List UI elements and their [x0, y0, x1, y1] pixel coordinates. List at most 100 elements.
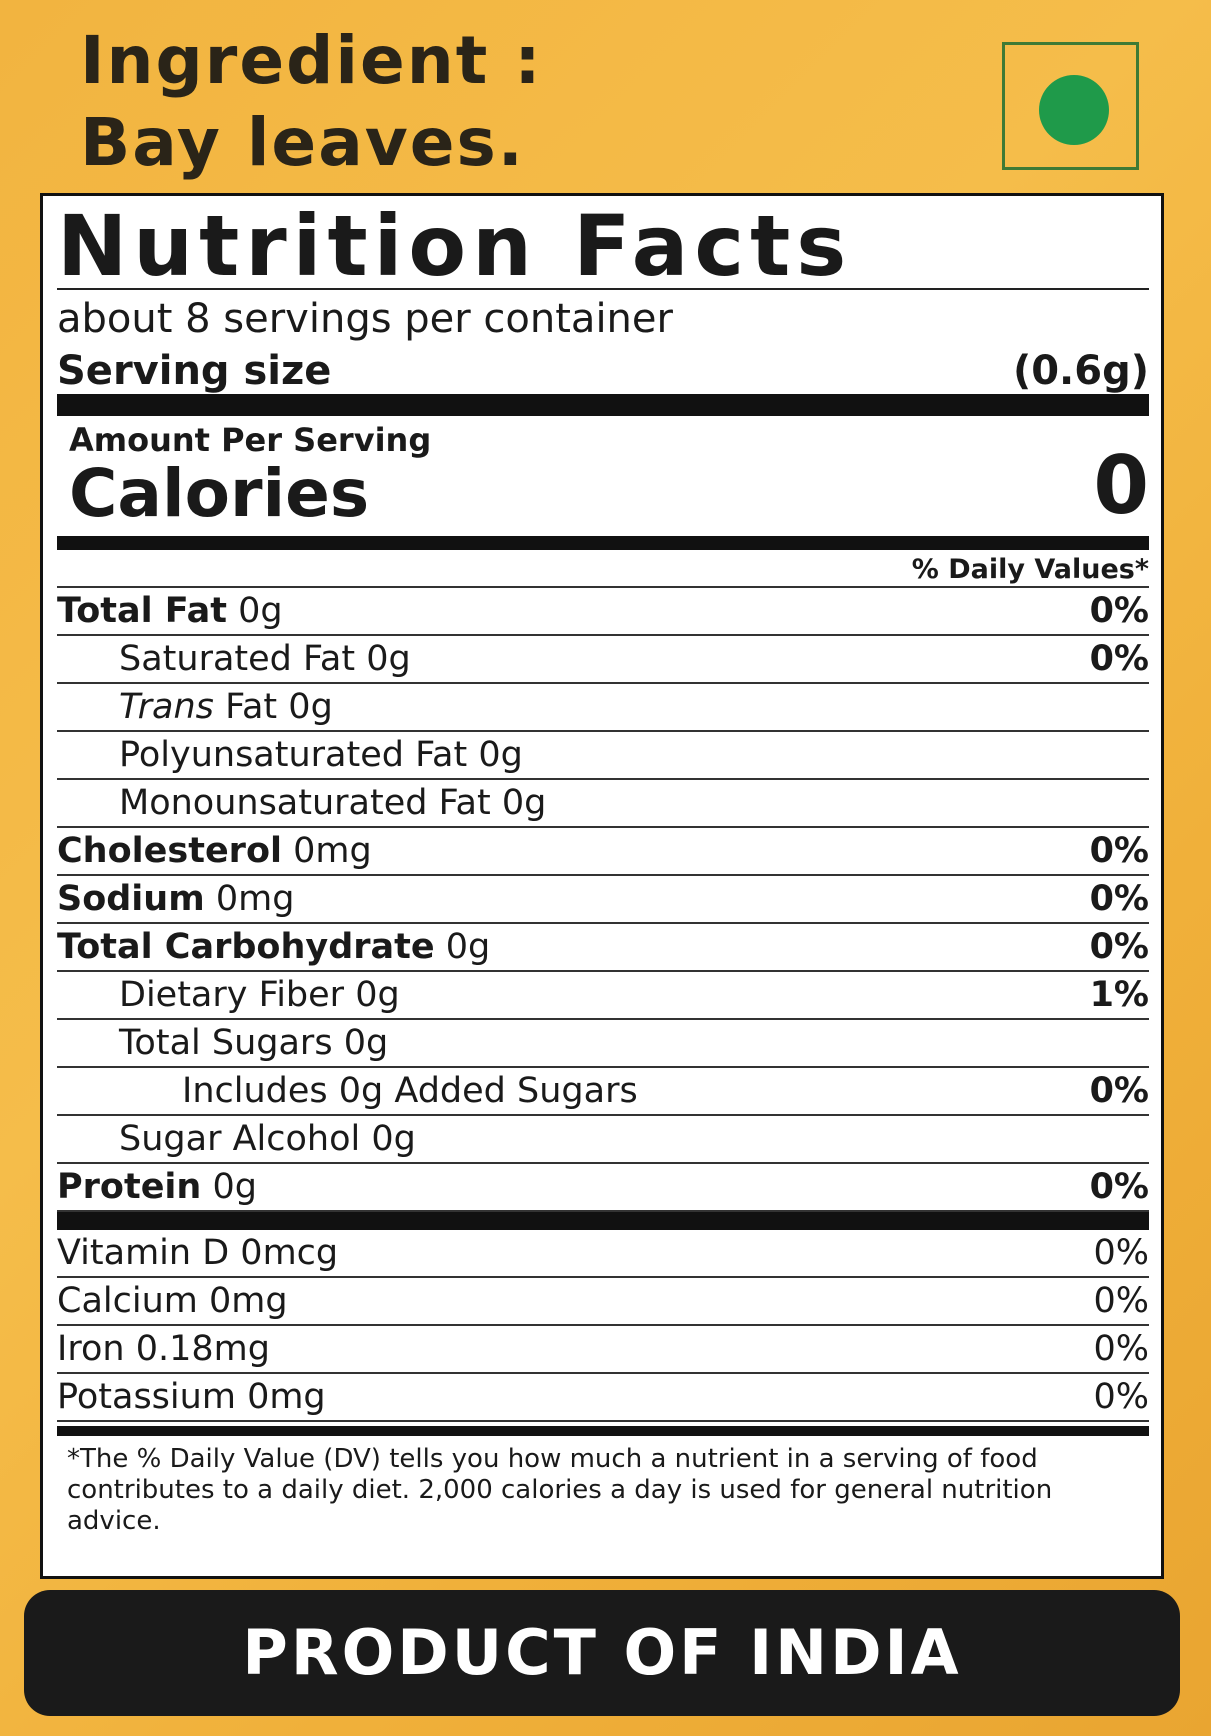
dv-header: % Daily Values*: [57, 550, 1149, 588]
vitamin-amount: 0mcg: [240, 1233, 339, 1273]
nutrient-amount: 0g: [343, 1023, 389, 1063]
nutrient-amount: 0g: [501, 783, 547, 823]
nutrient-amount: 0g: [478, 735, 523, 775]
nutrient-row: Includes 0g Added Sugars 0%: [57, 1068, 1149, 1116]
daily-value: 0%: [1089, 1167, 1149, 1207]
vitamin-text: Iron 0.18mg: [57, 1329, 270, 1369]
serving-size-label: Serving size: [57, 348, 332, 394]
veg-symbol: [1002, 42, 1139, 170]
nutrient-name: Total Fat: [57, 591, 228, 631]
vitamin-text: Calcium 0mg: [57, 1281, 288, 1321]
nutrient-name: Polyunsaturated Fat: [119, 735, 468, 775]
nutrient-amount: 0g: [371, 1119, 416, 1159]
nutrient-name: Monounsaturated Fat: [119, 783, 491, 823]
nutrient-row: Sodium 0mg 0%: [57, 876, 1149, 924]
vitamin-text: Vitamin D 0mcg: [57, 1233, 338, 1273]
nutrient-text: Monounsaturated Fat 0g: [57, 783, 546, 823]
daily-value: 0%: [1089, 639, 1149, 679]
nutrient-text: Saturated Fat 0g: [57, 639, 411, 679]
nutrient-amount: 0g: [288, 687, 333, 727]
nutrient-text: Polyunsaturated Fat 0g: [57, 735, 523, 775]
daily-value: 0%: [1089, 591, 1149, 631]
nutrient-text: Protein 0g: [57, 1167, 257, 1207]
nutrient-name: Cholesterol: [57, 831, 282, 871]
vitamin-name: Iron: [57, 1329, 125, 1369]
nutrient-text: Total Carbohydrate 0g: [57, 927, 490, 967]
thick-rule: [57, 536, 1149, 550]
vitamin-dv: 0%: [1093, 1329, 1149, 1369]
nutrient-amount: 0g: [445, 927, 491, 967]
nutrient-row: Protein 0g 0%: [57, 1164, 1149, 1212]
servings: about 8 servings per container: [57, 296, 673, 342]
nutrient-text: Sugar Alcohol 0g: [57, 1119, 416, 1159]
nutrient-text: Total Sugars 0g: [57, 1023, 388, 1063]
serving-size-value: (0.6g): [1012, 348, 1149, 394]
nutrient-row: Cholesterol 0mg 0%: [57, 828, 1149, 876]
daily-value: 0%: [1089, 879, 1149, 919]
nutrient-row: Polyunsaturated Fat 0g: [57, 732, 1149, 780]
nutrient-amount: 0g: [238, 591, 283, 631]
daily-value: 0%: [1089, 831, 1149, 871]
veg-dot: [1039, 75, 1109, 145]
vitamin-name: Calcium: [57, 1281, 198, 1321]
nutrient-text: Trans Fat 0g: [57, 687, 333, 727]
nutrient-text: Total Fat 0g: [57, 591, 283, 631]
vitamin-text: Potassium 0mg: [57, 1377, 326, 1417]
nutrient-rows: Total Fat 0g 0% Saturated Fat 0g 0% Trans Fa…: [57, 588, 1149, 1212]
vitamin-rows: Vitamin D 0mcg 0% Calcium 0mg 0% Iron 0.18mg…: [57, 1230, 1149, 1422]
nutrient-name: Dietary Fiber: [119, 975, 345, 1015]
ingredient: Ingredient : Bay leaves.: [80, 20, 543, 184]
nutrient-name: Total Sugars: [119, 1023, 333, 1063]
vitamin-row: Vitamin D 0mcg 0%: [57, 1230, 1149, 1278]
serving-size: Serving size (0.6g): [57, 342, 1149, 394]
nutrient-name: Includes 0g Added Sugars: [182, 1071, 638, 1111]
vitamin-dv: 0%: [1093, 1377, 1149, 1417]
footnote: *The % Daily Value (DV) tells you how mu…: [67, 1444, 1053, 1536]
nutrient-name: Saturated Fat: [119, 639, 356, 679]
calories-value: 0: [1093, 439, 1149, 532]
vitamin-amount: 0mg: [247, 1377, 326, 1417]
vitamin-row: Calcium 0mg 0%: [57, 1278, 1149, 1326]
calories: Calories 0: [57, 439, 1149, 532]
daily-value: 0%: [1089, 1071, 1149, 1111]
vitamin-row: Iron 0.18mg 0%: [57, 1326, 1149, 1374]
ingredient-heading: Ingredient :: [80, 22, 543, 99]
vitamin-dv: 0%: [1093, 1281, 1149, 1321]
vitamin-name: Potassium: [57, 1377, 236, 1417]
nutrient-name: Protein: [57, 1167, 202, 1207]
nutrient-amount: 0g: [355, 975, 400, 1015]
vitamin-amount: 0.18mg: [135, 1329, 270, 1369]
nutrient-name: Sugar Alcohol: [119, 1119, 361, 1159]
vitamin-row: Potassium 0mg 0%: [57, 1374, 1149, 1422]
nutrient-text: Dietary Fiber 0g: [57, 975, 400, 1015]
nutrient-italic: Trans: [119, 687, 214, 727]
thick-rule: [57, 1212, 1149, 1230]
calories-label: Calories: [69, 455, 370, 532]
nutrient-name: Total Carbohydrate: [57, 927, 435, 967]
nutrient-row: Trans Fat 0g: [57, 684, 1149, 732]
nutrient-amount: 0g: [366, 639, 411, 679]
nutrient-amount: 0mg: [215, 879, 295, 919]
nutrient-row: Total Carbohydrate 0g 0%: [57, 924, 1149, 972]
nutrient-text: Sodium 0mg: [57, 879, 294, 919]
nutrient-row: Sugar Alcohol 0g: [57, 1116, 1149, 1164]
thick-rule: [57, 394, 1149, 416]
nutrient-row: Dietary Fiber 0g 1%: [57, 972, 1149, 1020]
origin-banner: PRODUCT OF INDIA: [24, 1590, 1180, 1716]
nutrient-text: Includes 0g Added Sugars: [57, 1071, 638, 1111]
nutrient-text: Cholesterol 0mg: [57, 831, 372, 871]
daily-value: 1%: [1089, 975, 1149, 1015]
nutrient-amount: 0g: [212, 1167, 257, 1207]
daily-value: 0%: [1089, 927, 1149, 967]
thick-rule: [57, 1426, 1149, 1436]
nutrition-label: Nutrition Facts about 8 servings per con…: [40, 193, 1164, 1579]
nutrient-row: Saturated Fat 0g 0%: [57, 636, 1149, 684]
vitamin-amount: 0mg: [209, 1281, 288, 1321]
label-title: Nutrition Facts: [57, 197, 853, 295]
nutrient-row: Total Fat 0g 0%: [57, 588, 1149, 636]
nutrient-name: Sodium: [57, 879, 205, 919]
nutrient-name: Fat: [225, 687, 278, 727]
vitamin-name: Vitamin D: [57, 1233, 230, 1273]
nutrient-amount: 0mg: [293, 831, 372, 871]
